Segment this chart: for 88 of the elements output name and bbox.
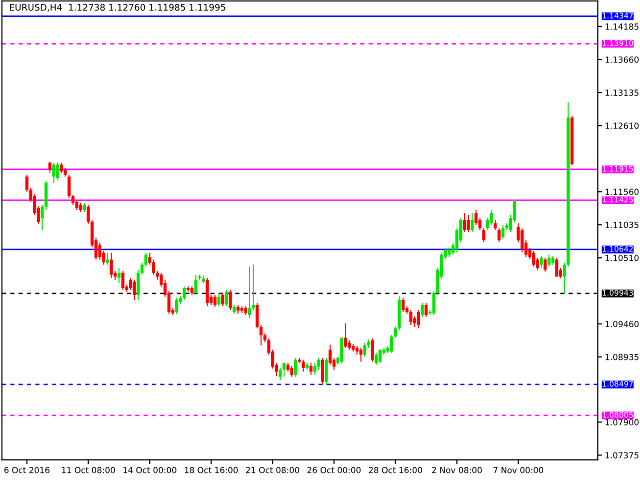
candlestick	[140, 262, 144, 276]
candlestick	[363, 342, 366, 358]
candlestick	[470, 212, 474, 232]
y-tick-label: 1.13660	[606, 56, 639, 63]
x-tick-label: 18 Oct 16:00	[184, 466, 238, 474]
candlestick	[482, 228, 486, 243]
y-tick-label: 1.10510	[606, 254, 639, 262]
x-tick-label: 7 Nov 00:00	[494, 466, 544, 474]
x-tick-label: 28 Oct 16:00	[368, 466, 422, 474]
candlestick	[313, 362, 316, 376]
candlestick	[555, 257, 558, 278]
x-tick-label: 6 Oct 2016	[4, 466, 50, 474]
candlestick	[359, 347, 362, 362]
candlestick	[474, 209, 478, 226]
candlestick	[71, 194, 74, 206]
candlestick	[221, 292, 224, 307]
candlestick	[68, 174, 71, 199]
candlestick	[206, 277, 209, 307]
candlestick	[213, 294, 217, 308]
candlestick	[278, 367, 282, 380]
y-tick-label: 1.09460	[606, 320, 639, 328]
candlestick	[416, 310, 420, 329]
y-tick-label: 1.11035	[606, 222, 638, 228]
y-tick-label: 1.07375	[606, 452, 638, 458]
y-tick-label: 1.07900	[606, 419, 639, 426]
x-tick-label: 26 Oct 00:00	[307, 466, 361, 474]
candlestick	[52, 162, 56, 184]
candlestick	[290, 366, 294, 378]
candlestick	[494, 219, 497, 231]
candlestick	[248, 266, 252, 319]
candlestick	[294, 357, 298, 378]
candlestick	[448, 247, 451, 258]
candlestick	[340, 337, 344, 364]
candlestick	[144, 252, 148, 268]
candlestick	[378, 349, 382, 364]
candlestick	[348, 340, 351, 350]
candlestick	[328, 344, 332, 366]
candlestick	[56, 162, 60, 180]
candlestick	[532, 250, 536, 268]
candlestick	[228, 289, 232, 311]
candlestick	[540, 255, 543, 268]
candlestick	[110, 252, 113, 278]
y-tick-label: 1.13135	[606, 90, 638, 96]
candlestick	[282, 362, 286, 378]
x-tick-label: 11 Oct 08:00	[62, 466, 115, 474]
candlestick	[252, 264, 255, 311]
candlestick	[420, 302, 424, 318]
y-tick-label: 1.14185	[606, 23, 638, 30]
candlestick	[106, 252, 110, 266]
candlestick	[463, 212, 466, 232]
candlestick	[402, 298, 405, 312]
candlestick	[370, 338, 374, 362]
x-tick-label: 2 Nov 08:00	[432, 466, 482, 474]
y-tick-label: 1.11560	[606, 188, 639, 195]
candlestick	[544, 257, 547, 272]
candlestick	[217, 292, 220, 307]
x-tick-label: 21 Oct 08:00	[246, 466, 300, 474]
candlestick	[302, 359, 305, 372]
candlestick	[224, 289, 228, 307]
candlestick	[136, 269, 140, 300]
candlestick	[390, 334, 394, 354]
candlestick	[324, 357, 328, 386]
candlestick	[121, 270, 124, 290]
y-tick-label: 1.08935	[606, 354, 638, 360]
candlestick	[498, 228, 501, 243]
candlestick	[152, 259, 156, 276]
candlestick	[98, 242, 102, 260]
y-tick-label: 1.12610	[606, 122, 639, 129]
candlestick	[194, 274, 198, 296]
candlestick	[309, 362, 313, 376]
candlestick	[466, 214, 470, 232]
candlestick	[409, 310, 412, 326]
candlestick	[75, 199, 78, 210]
candlestick	[344, 322, 348, 348]
candlestick	[117, 267, 121, 284]
candlestick	[60, 162, 63, 174]
candlestick	[501, 224, 504, 240]
candlestick	[48, 160, 52, 174]
candlestick	[424, 302, 428, 318]
candlestick	[490, 209, 493, 226]
candlestick	[374, 352, 378, 366]
x-tick-label: 14 Oct 00:00	[123, 466, 176, 474]
candlestick	[547, 254, 551, 268]
candlestick	[320, 357, 324, 384]
candlestick	[175, 298, 178, 314]
candlestick	[132, 279, 136, 300]
candlestick	[182, 286, 186, 300]
chart-title: EURUSD,H4 1.12738 1.12760 1.11985 1.11995	[10, 4, 226, 12]
